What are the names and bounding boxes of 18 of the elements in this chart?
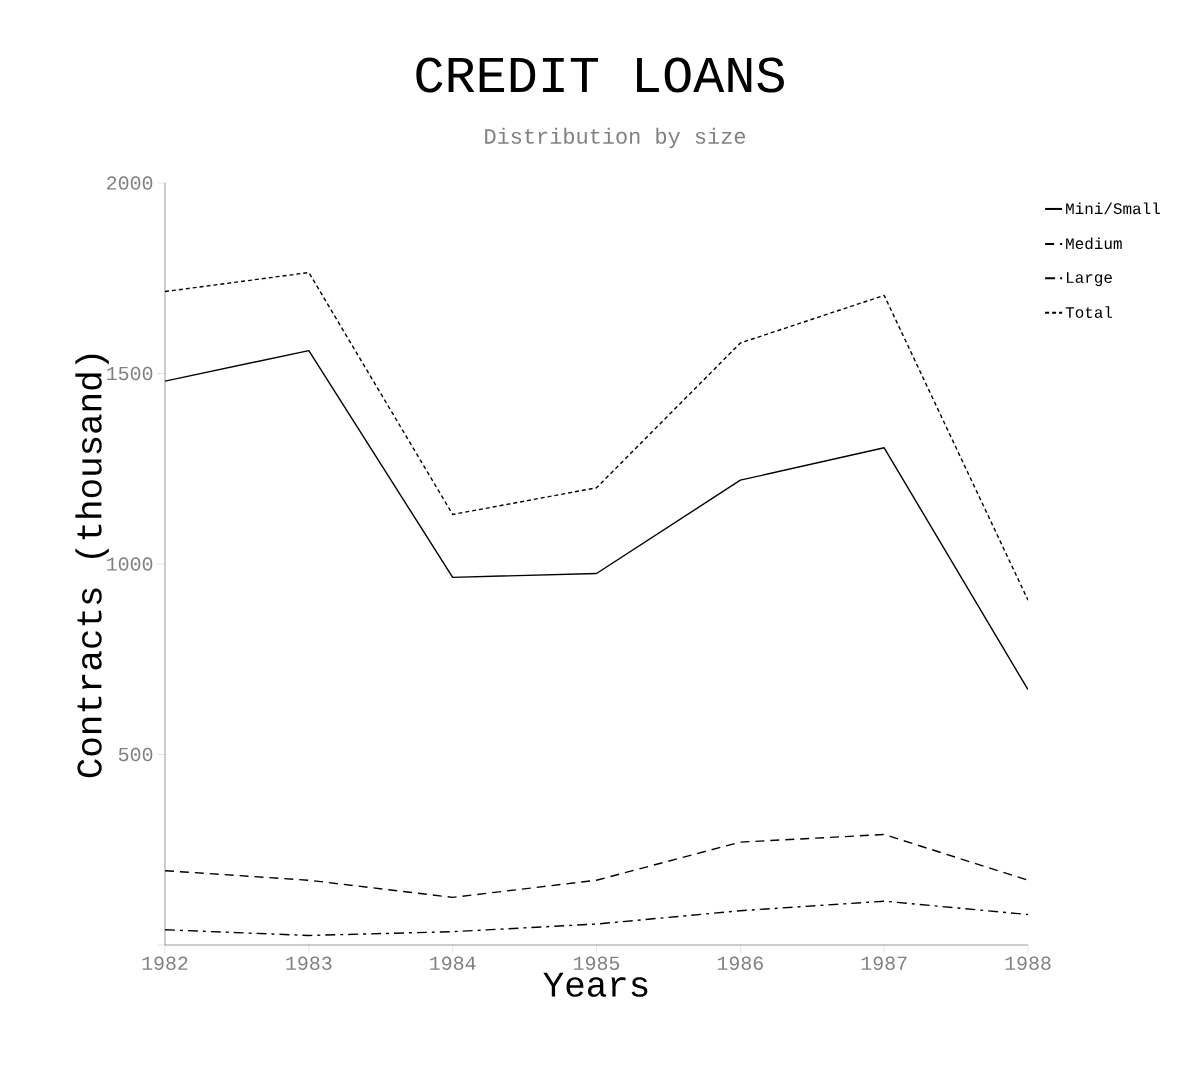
- chart-title: CREDIT LOANS: [416, 57, 784, 93]
- y-tick-label: 1000: [107, 557, 153, 571]
- x-tick-label: 1988: [1005, 956, 1051, 970]
- x-tick-label: 1986: [717, 956, 763, 970]
- y-tick-label: 1500: [107, 366, 153, 381]
- legend-label: Medium: [1066, 237, 1122, 250]
- x-tick-label: 1985: [574, 956, 620, 970]
- x-tick-label: 1982: [142, 956, 188, 970]
- legend-label: Mini/Small: [1066, 202, 1160, 215]
- x-tick-label: 1987: [861, 956, 907, 970]
- x-axis-title: Years: [543, 972, 648, 997]
- y-tick-label: 500: [118, 747, 153, 762]
- chart-subtitle: Distribution by size: [485, 127, 746, 149]
- legend-label: Large: [1066, 272, 1112, 287]
- legend-label: Total: [1065, 306, 1113, 318]
- x-tick-label: 1983: [286, 956, 332, 970]
- y-tick-label: 2000: [107, 176, 153, 190]
- x-tick-label: 1984: [430, 956, 476, 970]
